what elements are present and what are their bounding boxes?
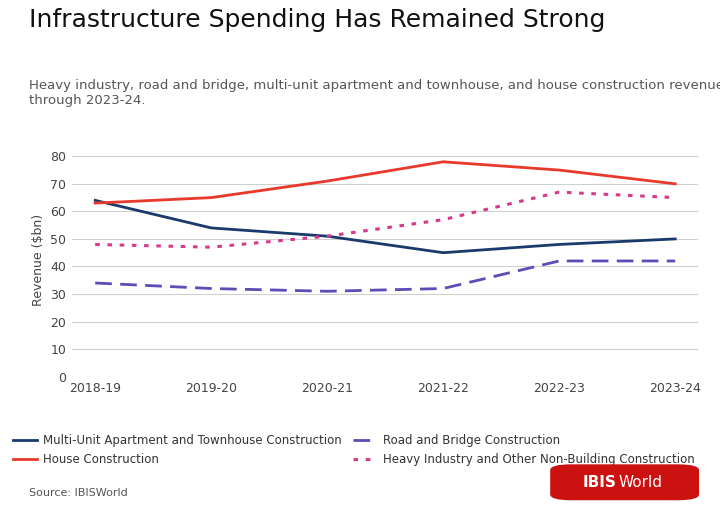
Text: IBIS: IBIS [582, 475, 616, 490]
Text: Infrastructure Spending Has Remained Strong: Infrastructure Spending Has Remained Str… [29, 8, 606, 32]
Text: Source: IBISWorld: Source: IBISWorld [29, 488, 127, 498]
Text: World: World [619, 475, 663, 490]
FancyBboxPatch shape [550, 464, 699, 500]
Text: Heavy industry, road and bridge, multi-unit apartment and townhouse, and house c: Heavy industry, road and bridge, multi-u… [29, 79, 720, 107]
Legend: Multi-Unit Apartment and Townhouse Construction, House Construction, Road and Br: Multi-Unit Apartment and Townhouse Const… [13, 434, 695, 466]
Y-axis label: Revenue ($bn): Revenue ($bn) [32, 214, 45, 305]
